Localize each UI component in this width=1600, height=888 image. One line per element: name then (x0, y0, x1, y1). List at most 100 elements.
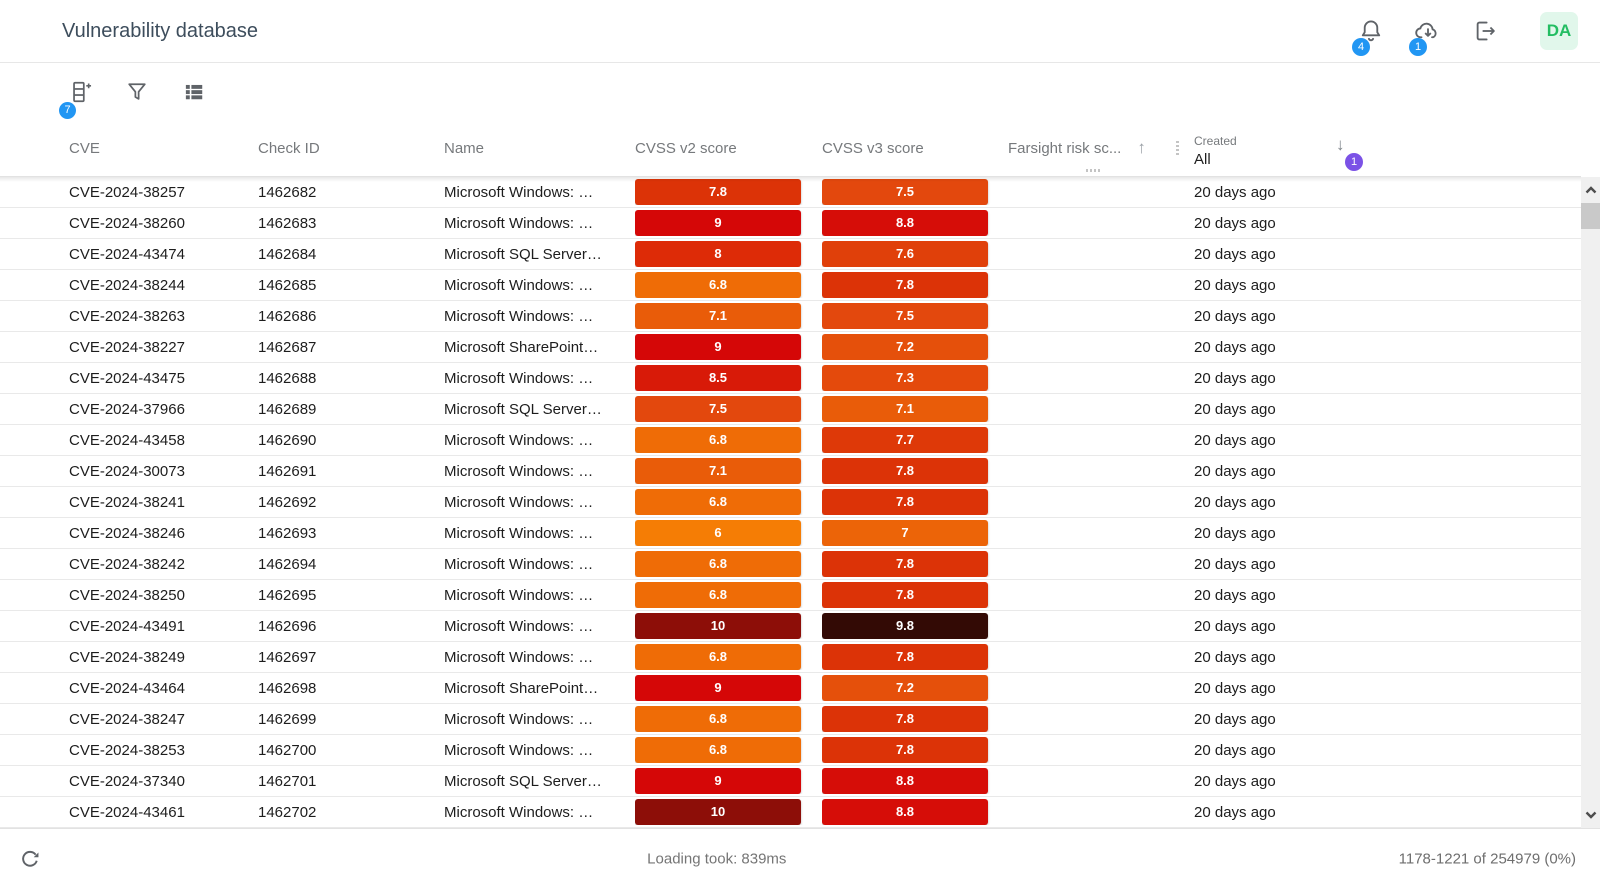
table-row[interactable]: CVE-2024-38263 1462686 Microsoft Windows… (0, 301, 1581, 332)
cvss-v3-badge: 9.8 (822, 613, 988, 639)
cell-created: 20 days ago (1194, 710, 1276, 728)
table-row[interactable]: CVE-2024-38257 1462682 Microsoft Windows… (0, 177, 1581, 208)
table-row[interactable]: CVE-2024-43491 1462696 Microsoft Windows… (0, 611, 1581, 642)
refresh-button[interactable] (17, 846, 43, 872)
cell-name: Microsoft Windows: … (444, 524, 594, 542)
table-row[interactable]: CVE-2024-38242 1462694 Microsoft Windows… (0, 549, 1581, 580)
cell-created: 20 days ago (1194, 586, 1276, 604)
sort-descending-icon[interactable]: ↓ (1336, 135, 1345, 154)
cvss-v3-badge: 7.6 (822, 241, 988, 267)
logout-button[interactable] (1472, 18, 1498, 44)
cell-name: Microsoft SQL Server… (444, 400, 602, 418)
table-row[interactable]: CVE-2024-30073 1462691 Microsoft Windows… (0, 456, 1581, 487)
table-row[interactable]: CVE-2024-38244 1462685 Microsoft Windows… (0, 270, 1581, 301)
table-row[interactable]: CVE-2024-43461 1462702 Microsoft Windows… (0, 797, 1581, 828)
cvss-v2-badge: 6.8 (635, 582, 801, 608)
cell-check-id: 1462695 (258, 586, 317, 604)
cell-check-id: 1462686 (258, 307, 317, 325)
cell-name: Microsoft SharePoint… (444, 338, 599, 356)
cell-cve: CVE-2024-37966 (69, 400, 185, 418)
cell-check-id: 1462693 (258, 524, 317, 542)
notifications-button[interactable]: 4 (1352, 18, 1384, 56)
cell-created: 20 days ago (1194, 524, 1276, 542)
col-header-name[interactable]: Name (444, 139, 485, 157)
add-column-button[interactable]: 7 (59, 79, 93, 119)
scroll-up-button[interactable] (1581, 178, 1600, 202)
sort-order-badge: 1 (1345, 153, 1363, 171)
cell-check-id: 1462687 (258, 338, 317, 356)
logout-icon (1472, 18, 1498, 44)
view-list-icon (181, 79, 207, 105)
view-list-button[interactable] (181, 79, 207, 105)
cell-check-id: 1462702 (258, 803, 317, 821)
cell-name: Microsoft Windows: … (444, 307, 594, 325)
cvss-v2-badge: 7.1 (635, 303, 801, 329)
avatar[interactable]: DA (1540, 12, 1578, 50)
cell-check-id: 1462696 (258, 617, 317, 635)
table-row[interactable]: CVE-2024-38250 1462695 Microsoft Windows… (0, 580, 1581, 611)
filter-funnel-icon (124, 79, 150, 105)
col-header-cve[interactable]: CVE (69, 139, 100, 157)
cell-check-id: 1462697 (258, 648, 317, 666)
filter-button[interactable] (124, 79, 150, 105)
cell-cve: CVE-2024-43464 (69, 679, 185, 697)
table-row[interactable]: CVE-2024-38246 1462693 Microsoft Windows… (0, 518, 1581, 549)
cvss-v3-badge: 7.1 (822, 396, 988, 422)
sort-ascending-icon[interactable]: ↑ (1137, 138, 1146, 157)
col-header-created[interactable]: Created All (1194, 128, 1581, 169)
cvss-v2-badge: 8.5 (635, 365, 801, 391)
downloads-button[interactable]: 1 (1409, 18, 1441, 56)
cell-created: 20 days ago (1194, 493, 1276, 511)
cvss-v2-badge: 9 (635, 334, 801, 360)
cell-cve: CVE-2024-30073 (69, 462, 185, 480)
table-row[interactable]: CVE-2024-37966 1462689 Microsoft SQL Ser… (0, 394, 1581, 425)
table-row[interactable]: CVE-2024-38253 1462700 Microsoft Windows… (0, 735, 1581, 766)
cell-cve: CVE-2024-43475 (69, 369, 185, 387)
col-header-cvss-v2[interactable]: CVSS v2 score (635, 139, 737, 157)
table-row[interactable]: CVE-2024-43464 1462698 Microsoft SharePo… (0, 673, 1581, 704)
column-resize-handle[interactable] (1176, 141, 1179, 156)
cvss-v2-badge: 9 (635, 210, 801, 236)
cell-created: 20 days ago (1194, 803, 1276, 821)
vertical-scrollbar[interactable] (1581, 177, 1600, 828)
cvss-v3-badge: 7 (822, 520, 988, 546)
cell-created: 20 days ago (1194, 245, 1276, 263)
col-header-farsight[interactable]: Farsight risk sc... ↑ (1008, 138, 1194, 158)
cvss-v3-badge: 7.5 (822, 179, 988, 205)
cell-check-id: 1462692 (258, 493, 317, 511)
col-header-check-id[interactable]: Check ID (258, 139, 320, 157)
table-row[interactable]: CVE-2024-38227 1462687 Microsoft SharePo… (0, 332, 1581, 363)
cell-cve: CVE-2024-38249 (69, 648, 185, 666)
table-row[interactable]: CVE-2024-43475 1462688 Microsoft Windows… (0, 363, 1581, 394)
column-resize-handle-bottom[interactable] (1086, 169, 1101, 172)
cvss-v3-badge: 7.2 (822, 675, 988, 701)
cell-created: 20 days ago (1194, 338, 1276, 356)
table-row[interactable]: CVE-2024-43474 1462684 Microsoft SQL Ser… (0, 239, 1581, 270)
table-row[interactable]: CVE-2024-38260 1462683 Microsoft Windows… (0, 208, 1581, 239)
created-filter-value[interactable]: All (1194, 151, 1211, 168)
cvss-v3-badge: 7.3 (822, 365, 988, 391)
cvss-v2-badge: 6.8 (635, 737, 801, 763)
cvss-v3-badge: 7.8 (822, 706, 988, 732)
cvss-v2-badge: 6.8 (635, 644, 801, 670)
cell-name: Microsoft Windows: … (444, 648, 594, 666)
cvss-v2-badge: 6 (635, 520, 801, 546)
table-row[interactable]: CVE-2024-37340 1462701 Microsoft SQL Ser… (0, 766, 1581, 797)
cell-created: 20 days ago (1194, 369, 1276, 387)
cell-name: Microsoft Windows: … (444, 462, 594, 480)
scrollbar-thumb[interactable] (1581, 203, 1600, 229)
cell-cve: CVE-2024-43458 (69, 431, 185, 449)
cvss-v2-badge: 6.8 (635, 489, 801, 515)
table-row[interactable]: CVE-2024-38241 1462692 Microsoft Windows… (0, 487, 1581, 518)
table-row[interactable]: CVE-2024-43458 1462690 Microsoft Windows… (0, 425, 1581, 456)
table-row[interactable]: CVE-2024-38249 1462697 Microsoft Windows… (0, 642, 1581, 673)
cell-check-id: 1462690 (258, 431, 317, 449)
table-row[interactable]: CVE-2024-38247 1462699 Microsoft Windows… (0, 704, 1581, 735)
cvss-v2-badge: 10 (635, 613, 801, 639)
scroll-down-button[interactable] (1581, 803, 1600, 827)
cell-cve: CVE-2024-38253 (69, 741, 185, 759)
cell-created: 20 days ago (1194, 462, 1276, 480)
table-toolbar: 7 (0, 63, 1600, 120)
cell-cve: CVE-2024-37340 (69, 772, 185, 790)
col-header-cvss-v3[interactable]: CVSS v3 score (822, 139, 924, 157)
